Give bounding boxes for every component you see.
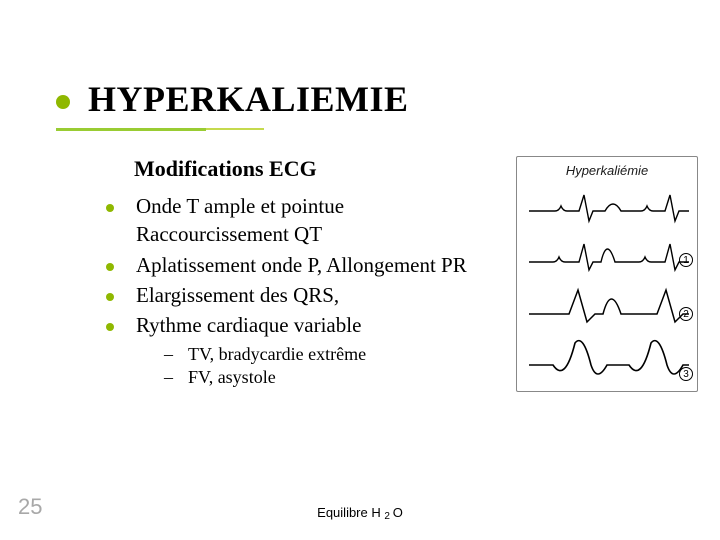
list-item: Elargissement des QRS, <box>100 281 480 309</box>
list-item-text: FV, asystole <box>188 367 276 388</box>
bullet-icon <box>106 263 114 271</box>
list-item: Onde T ample et pointue Raccourcissement… <box>100 192 480 249</box>
list-item-text: Aplatissement onde P, Allongement PR <box>136 251 467 279</box>
figure-label-1: 1 <box>679 253 693 267</box>
slide: HYPERKALIEMIE Modifications ECG Onde T a… <box>0 0 720 540</box>
dash-icon: – <box>164 367 178 388</box>
list-item-text: Elargissement des QRS, <box>136 281 339 309</box>
ecg-trace-1 <box>529 232 689 277</box>
list-item-text: Rythme cardiaque variable <box>136 311 361 339</box>
accent-dot-icon <box>56 95 70 109</box>
dash-icon: – <box>164 344 178 365</box>
list-item-text: Onde T ample et pointue Raccourcissement… <box>136 192 480 249</box>
bullet-list: Onde T ample et pointue Raccourcissement… <box>100 192 480 340</box>
list-item-text: TV, bradycardie extrême <box>188 344 366 365</box>
figure-label-2: 2 <box>679 307 693 321</box>
footer-prefix: Equilibre H <box>317 505 384 520</box>
list-item: – TV, bradycardie extrême <box>164 344 480 365</box>
title-row: HYPERKALIEMIE <box>56 78 409 120</box>
figure-title: Hyperkaliémie <box>517 163 697 178</box>
sub-bullet-list: – TV, bradycardie extrême – FV, asystole <box>164 344 480 388</box>
footer-text: Equilibre H 2 O <box>0 505 720 520</box>
footer-sub: 2 <box>384 511 392 522</box>
slide-title: HYPERKALIEMIE <box>88 78 409 120</box>
list-item: Aplatissement onde P, Allongement PR <box>100 251 480 279</box>
ecg-figure: Hyperkaliémie 1 2 3 <box>516 156 698 392</box>
list-item: – FV, asystole <box>164 367 480 388</box>
list-item: Rythme cardiaque variable <box>100 311 480 339</box>
subtitle: Modifications ECG <box>134 156 480 182</box>
ecg-trace-2 <box>529 282 689 330</box>
bullet-icon <box>106 293 114 301</box>
ecg-trace-normal <box>529 187 689 227</box>
footer-suffix: O <box>393 505 403 520</box>
title-underline <box>56 128 326 136</box>
bullet-icon <box>106 204 114 212</box>
bullet-icon <box>106 323 114 331</box>
figure-label-3: 3 <box>679 367 693 381</box>
content-area: Modifications ECG Onde T ample et pointu… <box>100 156 480 390</box>
ecg-trace-3 <box>529 335 689 387</box>
